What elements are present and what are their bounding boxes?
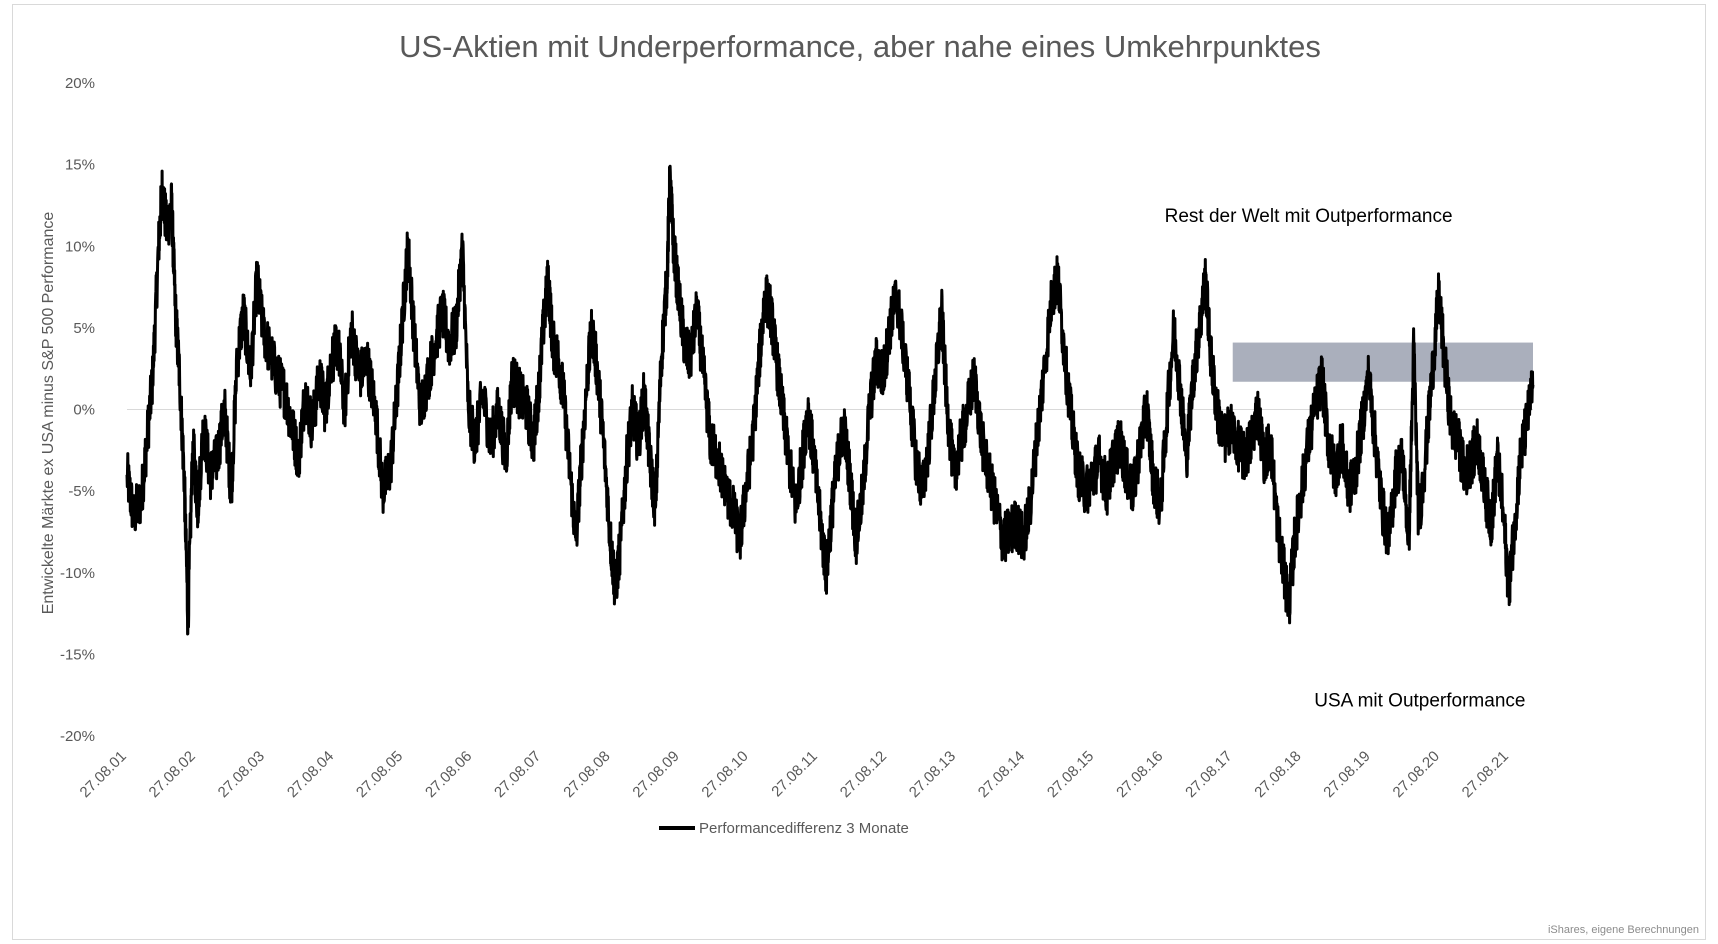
y-tick-label: 0%	[73, 402, 95, 419]
y-tick-label: 10%	[65, 238, 95, 255]
source-note: iShares, eigene Berechnungen	[1548, 924, 1699, 936]
chart-title: US-Aktien mit Underperformance, aber nah…	[399, 29, 1321, 64]
x-tick-label: 27.08.08	[560, 748, 613, 801]
x-tick-label: 27.08.12	[837, 748, 890, 801]
x-tick-label: 27.08.20	[1390, 748, 1443, 801]
y-tick-label: -15%	[60, 646, 95, 663]
legend: Performancedifferenz 3 Monate	[659, 820, 909, 837]
x-tick-label: 27.08.19	[1320, 748, 1373, 801]
x-tick-label: 27.08.10	[698, 748, 751, 801]
annotation-layer: Rest der Welt mit Outperformance USA mit …	[1165, 206, 1526, 712]
y-tick-label: 5%	[73, 320, 95, 337]
series-layer	[125, 164, 1535, 636]
x-tick-label: 27.08.17	[1182, 748, 1235, 801]
x-tick-label: 27.08.15	[1044, 748, 1097, 801]
x-tick-label: 27.08.18	[1251, 748, 1304, 801]
y-tick-label: -5%	[68, 483, 95, 500]
x-tick-label: 27.08.02	[146, 748, 199, 801]
x-tick-label: 27.08.04	[284, 748, 337, 801]
legend-label: Performancedifferenz 3 Monate	[699, 820, 909, 837]
x-tick-label: 27.08.06	[422, 748, 475, 801]
x-tick-label: 27.08.13	[906, 748, 959, 801]
y-tick-label: 20%	[65, 75, 95, 92]
y-tick-label: -10%	[60, 565, 95, 582]
y-axis-label: Entwickelte Märkte ex USA minus S&P 500 …	[40, 212, 57, 615]
x-tick-label: 27.08.07	[491, 748, 544, 801]
x-tick-label: 27.08.03	[215, 748, 268, 801]
x-tick-label: 27.08.16	[1113, 748, 1166, 801]
annotation-label: Rest der Welt mit Outperformance	[1165, 206, 1453, 227]
x-tick-label: 27.08.01	[77, 748, 130, 801]
x-tick-layer: 27.08.01 27.08.02 27.08.03 27.08.04 27.08.05…	[77, 748, 1512, 801]
highlight-band-layer	[1232, 342, 1533, 382]
x-tick-label: 27.08.05	[353, 748, 406, 801]
x-tick-label: 27.08.09	[629, 748, 682, 801]
y-tick-label: 15%	[65, 157, 95, 174]
x-tick-label: 27.08.11	[768, 748, 821, 801]
y-tick-layer: 20% 15% 10% 5% 0% -5% -10% -15% -20%	[60, 75, 95, 745]
highlight-band	[1232, 342, 1533, 382]
chart-frame: US-Aktien mit Underperformance, aber nah…	[12, 4, 1706, 940]
x-tick-label: 27.08.21	[1459, 748, 1512, 801]
chart-svg: US-Aktien mit Underperformance, aber nah…	[40, 29, 1699, 936]
y-tick-label: -20%	[60, 728, 95, 745]
x-tick-label: 27.08.14	[975, 748, 1028, 801]
series-line	[125, 164, 1535, 636]
annotation-label: USA mit Outperformance	[1314, 691, 1525, 712]
